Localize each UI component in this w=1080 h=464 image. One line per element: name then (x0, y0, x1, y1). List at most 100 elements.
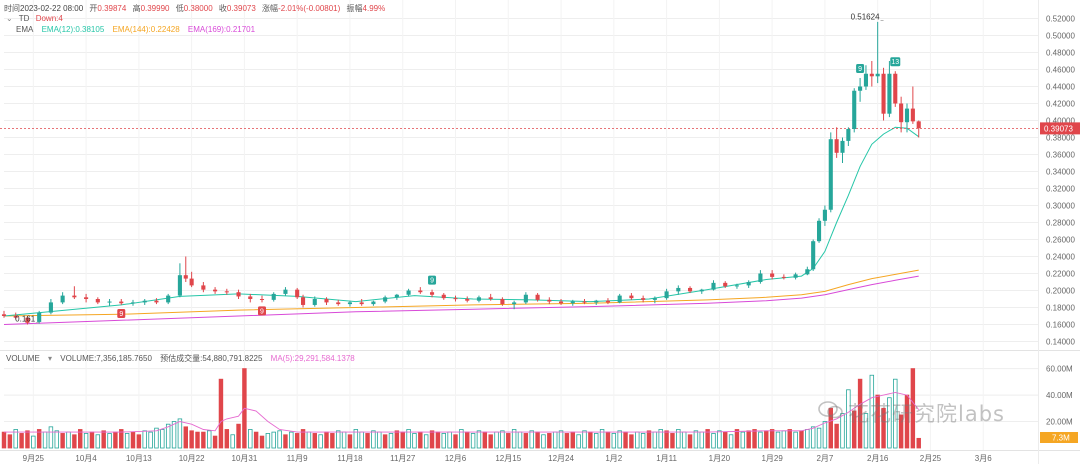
td-marker-badge (856, 64, 865, 73)
volume-bar (359, 431, 364, 449)
volume-bar (711, 433, 716, 449)
candle-body (500, 299, 505, 305)
volume-bar (646, 430, 652, 449)
candle-body (359, 302, 364, 305)
volume-bar (113, 431, 118, 449)
volume-bar (177, 418, 183, 449)
volume-bar (834, 423, 839, 449)
candle-body (406, 290, 411, 295)
td-marker-badge (428, 275, 437, 285)
candle-body (336, 302, 341, 305)
candle-body (177, 275, 182, 296)
y-tick-label: 0.20000 (1046, 287, 1075, 296)
candle-body (523, 294, 528, 303)
x-tick-label: 3月6 (975, 454, 992, 463)
candle-body (910, 108, 915, 122)
volume-bar (623, 431, 628, 449)
volume-bar (142, 430, 147, 449)
volume-bar (852, 410, 857, 449)
candle-body (904, 108, 910, 123)
volume-bar (506, 433, 511, 449)
volume-bar (423, 434, 429, 449)
volume-bar (793, 431, 798, 449)
candle-body (834, 139, 839, 153)
x-tick-label: 9月25 (23, 454, 45, 463)
volume-bar (717, 430, 722, 449)
volume-bar (476, 430, 482, 449)
candle-body (605, 300, 611, 303)
volume-bar (324, 431, 329, 449)
x-tick-label: 10月31 (232, 454, 258, 463)
collapse-caret-icon[interactable]: ⌄ (6, 14, 13, 23)
candle-body (312, 299, 317, 305)
volume-bar (148, 431, 153, 449)
vol-ma5-value: MA(5):29,291,584.1378 (270, 354, 355, 363)
candle-body (863, 73, 869, 87)
volume-bar (887, 397, 892, 449)
volume-bar (154, 427, 159, 449)
volume-bar (394, 430, 400, 449)
volume-bar (863, 413, 869, 449)
candle-body (852, 90, 857, 129)
volume-bar (723, 431, 728, 449)
td-marker-badge (117, 308, 126, 318)
volume-bar (224, 429, 230, 449)
candle-body (48, 302, 53, 313)
volume-legend[interactable]: VOLUME ▾ VOLUME:7,356,185.7650 预估成交量:54,… (6, 353, 361, 364)
volume-caret-icon[interactable]: ▾ (48, 354, 53, 363)
td-marker-label: 9 (858, 66, 862, 73)
candle-body (429, 292, 435, 295)
td-value: Down:4 (35, 14, 63, 23)
candle-body (512, 302, 517, 305)
last-volume-badge (1040, 432, 1078, 443)
y-tick-label: 0.26000 (1046, 236, 1075, 245)
volume-bar (42, 431, 48, 449)
volume-bar (271, 431, 276, 449)
td-name: TD (18, 14, 30, 23)
td-marker-badge (258, 306, 266, 316)
volume-bar (25, 430, 30, 449)
volume-bar (230, 434, 235, 449)
td-indicator-legend[interactable]: ⌄ TD Down:4 (6, 14, 63, 23)
candle-body (84, 297, 89, 299)
volume-bar (1, 431, 7, 449)
candle-body (858, 86, 863, 91)
x-tick-label: 1月20 (709, 454, 731, 463)
candle-body (13, 316, 18, 318)
volume-bar (353, 429, 359, 449)
x-tick-label: 2月16 (867, 454, 889, 463)
volume-bar (664, 430, 669, 449)
y-tick-label: 0.16000 (1046, 321, 1075, 330)
candle-body (371, 301, 376, 305)
volume-bar (488, 434, 493, 449)
volume-bar (576, 434, 581, 449)
volume-bar (822, 421, 828, 449)
volume-bar (36, 429, 42, 449)
volume-bar (482, 431, 488, 449)
td-markers: 0.51624 0.161 9 9 9 9 13 (15, 13, 901, 324)
candle-body (224, 291, 229, 293)
candle-body (617, 295, 622, 303)
candle-body (770, 273, 775, 277)
ema-legend[interactable]: EMA EMA(12):0.38105 EMA(144):0.22428 EMA… (16, 25, 261, 34)
y-tick-label: 0.48000 (1046, 49, 1075, 58)
volume-bar (218, 378, 224, 449)
candle-body (201, 285, 206, 290)
volume-bar (253, 431, 259, 449)
candle-body (893, 73, 898, 104)
volume-bar (752, 429, 757, 449)
candle-body (60, 295, 65, 303)
x-tick-label: 10月13 (126, 454, 152, 463)
volume-bar (95, 434, 101, 449)
volume-bar (318, 434, 323, 449)
candle-body (72, 295, 77, 298)
volume-bar (828, 407, 833, 449)
volume-bar (681, 431, 687, 449)
volume-bar (277, 430, 282, 449)
volume-bar (699, 431, 704, 449)
volume-bar (635, 431, 640, 449)
ema12-value: EMA(12):0.38105 (41, 25, 105, 34)
candle-body (535, 294, 540, 300)
y-tick-label: 0.24000 (1046, 253, 1075, 262)
